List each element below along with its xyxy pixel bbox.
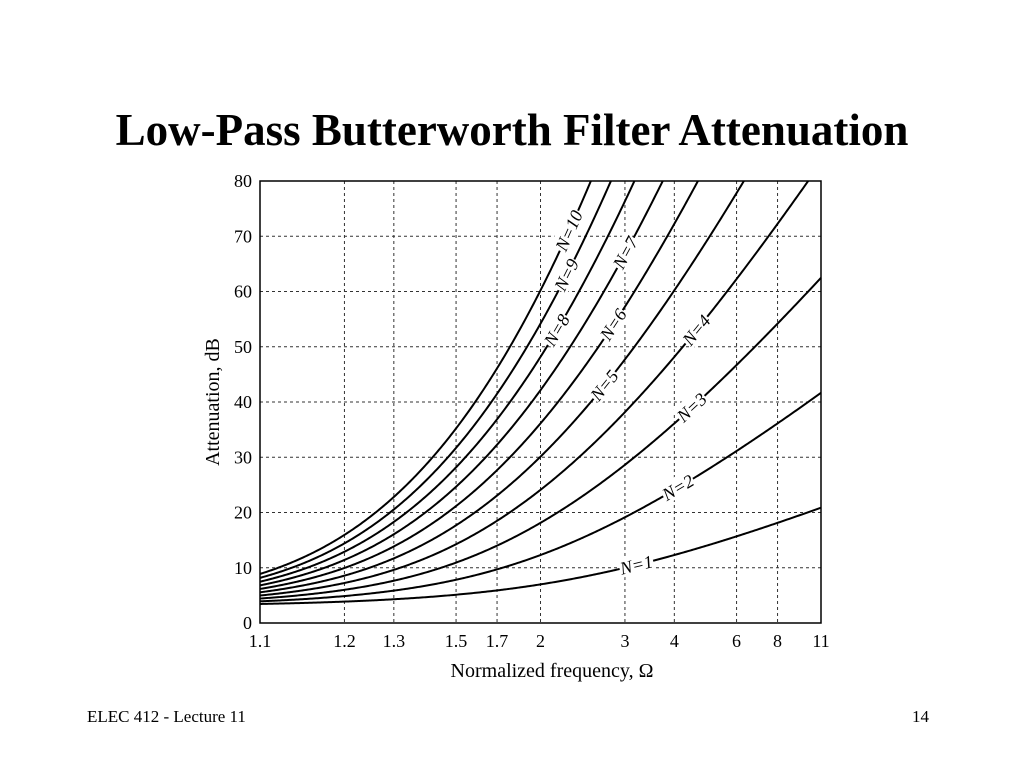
curve-n3	[259, 277, 822, 600]
curve-label-text: N=4	[678, 311, 715, 350]
curve-label-bg	[585, 365, 623, 405]
curve-label-text: N=2	[658, 471, 698, 506]
x-tick-labels: 1.1 1.2 1.3 1.5 1.7 2 3 4 6 8 11	[249, 631, 830, 651]
curve-label-n7: N=7	[607, 232, 643, 273]
curve-label-n1: N=1	[617, 550, 656, 579]
curve-label-n2: N=2	[657, 469, 698, 505]
y-tick-label: 60	[234, 282, 252, 302]
curve-label-text: N=7	[608, 233, 642, 273]
x-tick-label: 1.1	[249, 631, 272, 651]
curve-label-bg	[594, 304, 631, 344]
curve-label-text: N=10	[551, 207, 587, 255]
curve-n8	[259, 180, 636, 583]
page-number: 14	[912, 707, 929, 726]
curve-label-n10: N=10	[550, 206, 587, 255]
curve-n2	[259, 392, 822, 603]
attenuation-chart: N=1N=2N=3N=4N=5N=6N=7N=8N=9N=10 1.1 1.2 1.…	[202, 171, 830, 682]
x-tick-label: 11	[812, 631, 829, 651]
curve-label-n4: N=4	[677, 309, 715, 350]
y-axis-label: Attenuation, dB	[202, 338, 224, 466]
footer-course: ELEC 412 - Lecture 11	[87, 707, 246, 726]
curve-n7	[259, 180, 664, 587]
x-tick-label: 2	[536, 631, 545, 651]
y-tick-labels: 0 10 20 30 40 50 60 70 80	[234, 171, 252, 633]
curve-n9	[259, 180, 612, 579]
curve-label-n9: N=9	[549, 254, 583, 295]
curves	[259, 180, 822, 605]
x-tick-label: 1.2	[333, 631, 356, 651]
x-tick-label: 1.7	[486, 631, 509, 651]
curve-label-bg	[550, 206, 587, 255]
curve-label-bg	[549, 254, 583, 295]
curve-label-n5: N=5	[585, 365, 623, 405]
curve-n10	[259, 180, 592, 575]
x-tick-label: 4	[670, 631, 679, 651]
y-tick-label: 20	[234, 503, 252, 523]
slide-title: Low-Pass Butterworth Filter Attenuation	[115, 105, 909, 155]
x-tick-label: 1.5	[445, 631, 468, 651]
curve-label-n6: N=6	[594, 304, 631, 345]
x-tick-label: 6	[732, 631, 741, 651]
x-tick-label: 8	[773, 631, 782, 651]
x-axis-label: Normalized frequency, Ω	[451, 660, 654, 682]
curve-n1	[259, 506, 822, 605]
y-tick-label: 30	[234, 447, 252, 467]
y-tick-label: 10	[234, 558, 252, 578]
curve-n4	[259, 180, 809, 597]
curve-label-bg	[538, 309, 574, 350]
curve-n5	[259, 180, 745, 594]
grid	[260, 181, 821, 623]
y-tick-label: 50	[234, 337, 252, 357]
y-tick-label: 70	[234, 226, 252, 246]
curve-label-bg	[677, 309, 715, 350]
x-tick-label: 3	[620, 631, 629, 651]
y-tick-label: 40	[234, 392, 252, 412]
curve-label-text: N=5	[586, 366, 623, 405]
curve-n6	[259, 180, 699, 590]
curve-label-text: N=1	[617, 551, 655, 579]
y-tick-label: 0	[243, 613, 252, 633]
plot-frame	[259, 180, 822, 624]
y-tick-label: 80	[234, 171, 252, 191]
curve-label-bg	[607, 232, 642, 273]
curve-label-bg	[617, 550, 656, 578]
x-tick-label: 1.3	[383, 631, 406, 651]
curve-label-bg	[657, 469, 698, 505]
curve-label-bg	[671, 387, 711, 426]
